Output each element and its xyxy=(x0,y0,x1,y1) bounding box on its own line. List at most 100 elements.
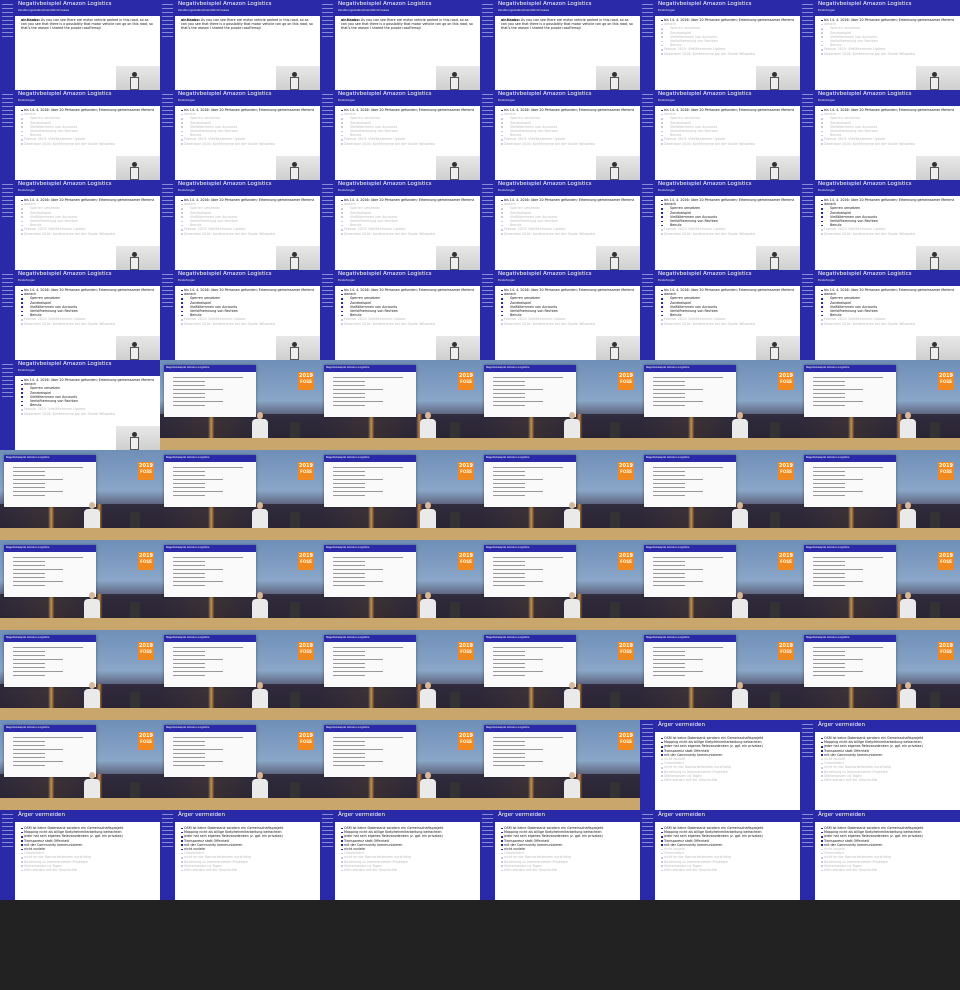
bullet-point: nicht zuviele xyxy=(661,847,794,851)
projected-text-line xyxy=(13,483,45,484)
slide-header: Ärger vermeiden xyxy=(15,810,160,822)
logo-word: FOSS xyxy=(940,379,952,384)
slide-subtitle: Einstufungen xyxy=(818,99,836,102)
sidebar-line xyxy=(322,192,333,193)
logo-word: FOSS xyxy=(940,469,952,474)
slide-sidebar xyxy=(160,90,175,180)
sidebar-line xyxy=(802,728,813,729)
projected-slide: Negativbeispiel Amazon Logistics xyxy=(484,635,576,687)
bullet-point: bis 14. 4. 2016: über 20 Personen gefund… xyxy=(821,108,954,112)
bullet-point: Februar 2015: Vielfältemmen Update xyxy=(821,137,954,141)
lectern xyxy=(130,692,140,708)
projected-text-line xyxy=(493,671,543,672)
sidebar-line xyxy=(802,118,813,119)
sidebar-line xyxy=(642,298,653,299)
sidebar-line xyxy=(2,110,13,111)
projected-text-line xyxy=(493,381,525,382)
projected-text-line xyxy=(813,577,845,578)
sidebar-line xyxy=(162,200,173,201)
bullet-point: Mapping nicht als billige Kletpfreinmita… xyxy=(181,830,314,834)
bullet-point: jeder hat sein eigenes Relevanzdenken (z… xyxy=(501,834,634,838)
bullet-point: Zonebeispiel xyxy=(341,121,474,125)
slide-body: OSM ist keine Datenbank sondern ein Geme… xyxy=(21,826,154,872)
slide-sidebar xyxy=(320,0,335,90)
sidebar-line xyxy=(642,302,653,303)
sidebar-line xyxy=(642,110,653,111)
sidebar-line xyxy=(482,846,493,847)
bullet-point: danach xyxy=(341,202,474,206)
sidebar-line xyxy=(482,306,493,307)
sidebar-line xyxy=(482,32,493,33)
projected-text-line xyxy=(333,475,365,476)
projected-text-line xyxy=(493,585,525,586)
sidebar-line xyxy=(162,826,173,827)
bullet-point: Ortseinfahrt xyxy=(661,761,794,765)
sidebar-line xyxy=(482,114,493,115)
slide-header: Ärger vermeiden xyxy=(175,810,320,822)
bullet-point: Zonebeispiel xyxy=(821,301,954,305)
bullet-point: Stellenkosten ist Tagen xyxy=(341,864,474,868)
thumbnail-stage-camera: Negativbeispiel Amazon Logistics 2019 FOSS xyxy=(640,630,800,720)
bullet-point: bis 14. 4. 2016: über 20 Personen gefund… xyxy=(501,108,634,112)
projected-text-line xyxy=(173,741,205,742)
lectern xyxy=(450,422,460,438)
sidebar-line xyxy=(802,212,813,213)
bullet-point: Benutz xyxy=(21,313,154,317)
bullet-point: Vielfältemmen von Accounts xyxy=(341,125,474,129)
speaker xyxy=(900,502,916,528)
sidebar-line xyxy=(642,752,653,753)
bullet-point: danach xyxy=(821,22,954,26)
projected-text-line xyxy=(813,561,845,562)
projected-slide-header: Negativbeispiel Amazon Logistics xyxy=(644,365,736,372)
bullet-point: Benutz xyxy=(821,133,954,137)
sidebar-line xyxy=(802,838,813,839)
sidebar-line xyxy=(642,740,653,741)
projected-text-line xyxy=(493,753,525,754)
lectern xyxy=(770,512,780,528)
sidebar-line xyxy=(322,12,333,13)
projected-text-line xyxy=(493,737,563,738)
projected-text-line xyxy=(493,491,543,492)
speaker xyxy=(252,412,268,438)
bullet-point: danach xyxy=(181,112,314,116)
stage-floor xyxy=(640,438,800,450)
projected-text-line xyxy=(173,381,205,382)
bullet-point: Stellenkosten ist Tagen xyxy=(501,864,634,868)
slide-title: Ärger vermeiden xyxy=(818,812,866,818)
projected-slide: Negativbeispiel Amazon Logistics xyxy=(164,365,256,417)
bullet-point: Verfolfhemnung von Rechten xyxy=(661,39,794,43)
lectern xyxy=(130,512,140,528)
bullet-point: Sperren umsetzen xyxy=(501,296,634,300)
logo-word: FOSS xyxy=(620,469,632,474)
projected-text-line xyxy=(493,389,543,390)
sidebar-line xyxy=(482,94,493,95)
projected-text-line xyxy=(493,761,543,762)
sidebar-line xyxy=(802,732,813,733)
bullet-point: danach xyxy=(661,22,794,26)
conference-logo: 2019 FOSS xyxy=(298,642,314,660)
speaker-camera-inset xyxy=(276,246,320,270)
slide-body: bis 14. 4. 2016: über 20 Personen gefund… xyxy=(661,198,794,236)
projected-text-line xyxy=(13,475,45,476)
slide-header: Negativbeispiel Amazon Logistics Einstufu… xyxy=(175,180,320,196)
sidebar-line xyxy=(2,216,13,217)
sidebar-line xyxy=(802,126,813,127)
projected-text-line xyxy=(173,471,205,472)
bullet-point: Stellenkosten ist Tagen xyxy=(821,774,954,778)
bullet-point: Mapping nicht als billige Kletpfreinmita… xyxy=(661,740,794,744)
conference-logo: 2019 FOSS xyxy=(618,372,634,390)
sidebar-line xyxy=(642,28,653,29)
sidebar-line xyxy=(2,196,13,197)
slide-subtitle: Einstufungen xyxy=(818,189,836,192)
stage-floor xyxy=(160,528,320,540)
sidebar-line xyxy=(322,102,333,103)
projected-slide: Negativbeispiel Amazon Logistics xyxy=(4,455,96,507)
projected-text-line xyxy=(333,483,365,484)
bullet-point: Verfolfhemnung von Rechten xyxy=(341,219,474,223)
bullet-point: Ortseinfahrt xyxy=(341,851,474,855)
sidebar-line xyxy=(802,8,813,9)
bullet-point: Februar 2015: Vielfältemmen Update xyxy=(341,317,474,321)
bullet-point: Dezember 2016: Konfermente bei der Studi… xyxy=(181,142,314,146)
projected-slide-header: Negativbeispiel Amazon Logistics xyxy=(164,365,256,372)
projected-text-line xyxy=(653,585,685,586)
